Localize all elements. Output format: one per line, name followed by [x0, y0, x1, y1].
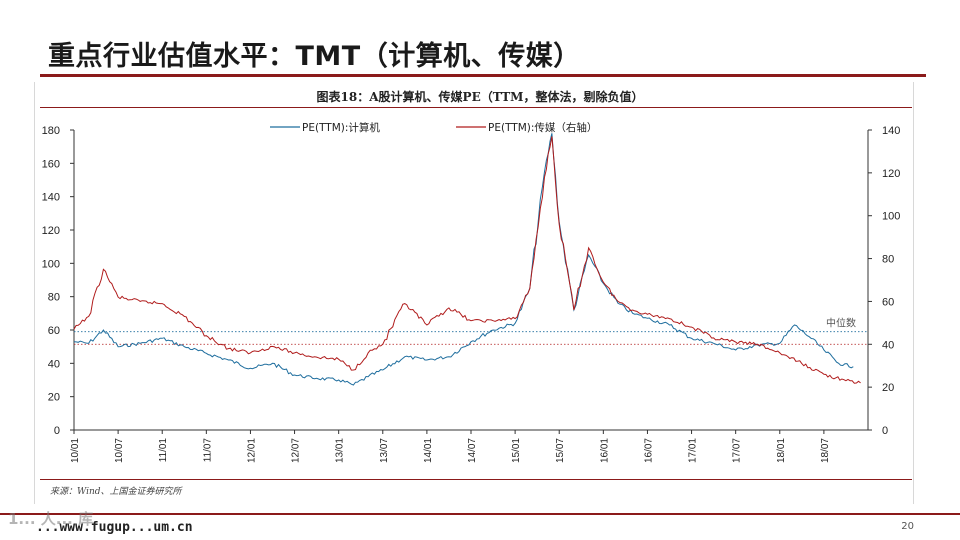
x-tick-label: 15/01	[511, 438, 522, 463]
y-right-tick-label: 80	[882, 254, 894, 266]
x-tick-label: 11/07	[202, 438, 213, 463]
x-tick-label: 17/01	[688, 438, 699, 463]
series-line-computer	[73, 133, 854, 386]
footer-bar	[0, 513, 960, 515]
legend-label: PE(TTM):计算机	[302, 121, 380, 134]
x-tick-label: 11/01	[158, 438, 169, 463]
y-right-tick-label: 120	[882, 168, 900, 180]
chart-frame	[34, 82, 914, 504]
chart-title: 图表18：A股计算机、传媒PE（TTM，整体法，剔除负值）	[316, 90, 644, 104]
x-tick-label: 14/01	[423, 438, 434, 463]
y-left-tick-label: 100	[42, 258, 60, 270]
x-tick-label: 12/07	[291, 438, 302, 463]
y-right-tick-label: 20	[882, 382, 894, 394]
median-annotation: 中位数	[826, 317, 856, 330]
watermark-text: 1... 人... 库	[8, 510, 94, 528]
y-right-tick-label: 60	[882, 296, 894, 308]
y-left-tick-label: 80	[48, 292, 60, 304]
page-number: 20	[901, 521, 914, 532]
x-tick-label: 18/07	[820, 438, 831, 463]
y-right-tick-label: 40	[882, 339, 894, 351]
y-left-tick-label: 0	[54, 425, 60, 437]
chart-title-underline	[40, 107, 912, 108]
x-tick-label: 15/07	[555, 438, 566, 463]
watermark-site: ...www.fugup...um.cn	[36, 520, 193, 535]
y-left-tick-label: 60	[48, 325, 60, 337]
series-line-media	[73, 136, 861, 384]
y-left-tick-label: 20	[48, 392, 60, 404]
y-right-tick-label: 140	[882, 125, 900, 137]
x-tick-label: 12/01	[246, 438, 257, 463]
x-tick-label: 13/01	[335, 438, 346, 463]
x-tick-label: 10/01	[70, 438, 81, 463]
slide-title: 重点行业估值水平：TMT（计算机、传媒）	[48, 41, 581, 72]
x-tick-label: 18/01	[776, 438, 787, 463]
y-left-tick-label: 40	[48, 358, 60, 370]
legend-label: PE(TTM):传媒（右轴）	[488, 121, 597, 134]
y-left-tick-label: 160	[42, 158, 60, 170]
x-tick-label: 16/07	[643, 438, 654, 463]
y-left-tick-label: 120	[42, 225, 60, 237]
x-tick-label: 17/07	[732, 438, 743, 463]
y-right-tick-label: 100	[882, 211, 900, 223]
x-tick-label: 14/07	[467, 438, 478, 463]
y-left-tick-label: 180	[42, 125, 60, 137]
y-left-tick-label: 140	[42, 192, 60, 204]
chart-source: 来源：Wind、上国金证券研究所	[50, 487, 182, 497]
y-right-tick-label: 0	[882, 425, 888, 437]
x-tick-label: 16/01	[599, 438, 610, 463]
x-tick-label: 13/07	[379, 438, 390, 463]
source-rule	[40, 479, 912, 480]
x-tick-label: 10/07	[114, 438, 125, 463]
title-rule	[40, 74, 926, 77]
